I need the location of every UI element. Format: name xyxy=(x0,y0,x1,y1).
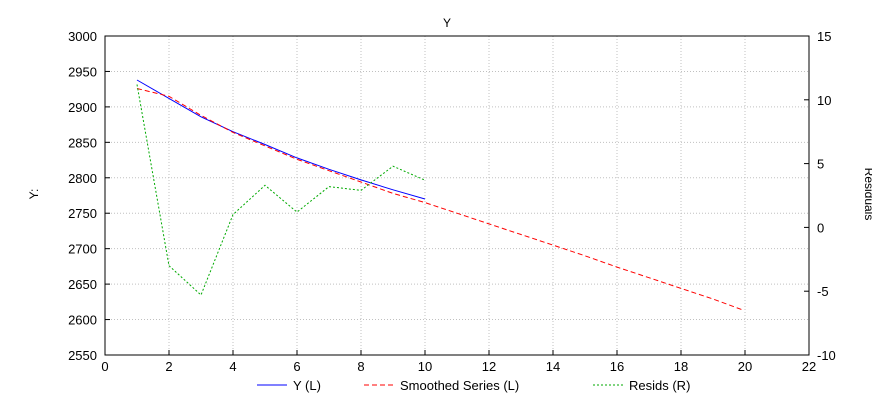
y-tick-label: 2750 xyxy=(68,206,97,221)
grid xyxy=(105,36,809,355)
y-axis-title: Y: xyxy=(27,189,41,200)
series-line-smoothed-series-l xyxy=(136,88,742,311)
y-tick-label: 3000 xyxy=(68,29,97,44)
y2-tick-label: -5 xyxy=(817,284,829,299)
series-group xyxy=(136,79,742,311)
x-tick-label: 10 xyxy=(418,359,432,374)
legend-label: Y (L) xyxy=(293,378,321,393)
y-tick-label: 2900 xyxy=(68,100,97,115)
x-tick-label: 14 xyxy=(546,359,560,374)
y-tick-label: 2850 xyxy=(68,135,97,150)
y-tick-label: 2950 xyxy=(68,64,97,79)
x-tick-label: 2 xyxy=(165,359,172,374)
x-tick-label: 16 xyxy=(610,359,624,374)
series-line-resids-r xyxy=(136,84,426,296)
chart-title: Y xyxy=(443,16,451,30)
y2-tick-label: 10 xyxy=(817,93,831,108)
y-tick-label: 2700 xyxy=(68,242,97,257)
legend-label: Smoothed Series (L) xyxy=(400,378,519,393)
x-tick-label: 12 xyxy=(482,359,496,374)
x-tick-label: 20 xyxy=(738,359,752,374)
y-tick-label: 2550 xyxy=(68,348,97,363)
y-tick-label: 2600 xyxy=(68,313,97,328)
plot-area xyxy=(104,35,810,356)
y2-tick-label: 15 xyxy=(817,29,831,44)
y2-tick-label: -10 xyxy=(817,348,836,363)
legend-label: Resids (R) xyxy=(629,378,690,393)
x-tick-label: 22 xyxy=(802,359,816,374)
x-tick-label: 0 xyxy=(101,359,108,374)
legend: Y (L) Smoothed Series (L) Resids (R) xyxy=(257,378,690,393)
y2-axis-title: Residuals xyxy=(862,168,872,221)
axis-ticks: 0 2 4 6 8 10 12 14 16 18 20 22 2550 2600 2650 2700 2750 2… xyxy=(68,29,836,374)
y2-tick-label: 0 xyxy=(817,220,824,235)
x-tick-label: 18 xyxy=(674,359,688,374)
y-tick-label: 2800 xyxy=(68,171,97,186)
y2-tick-label: 5 xyxy=(817,157,824,172)
x-tick-label: 6 xyxy=(293,359,300,374)
x-tick-label: 8 xyxy=(357,359,364,374)
series-line-y-l xyxy=(136,79,426,200)
x-tick-label: 4 xyxy=(229,359,236,374)
y-tick-label: 2650 xyxy=(68,277,97,292)
